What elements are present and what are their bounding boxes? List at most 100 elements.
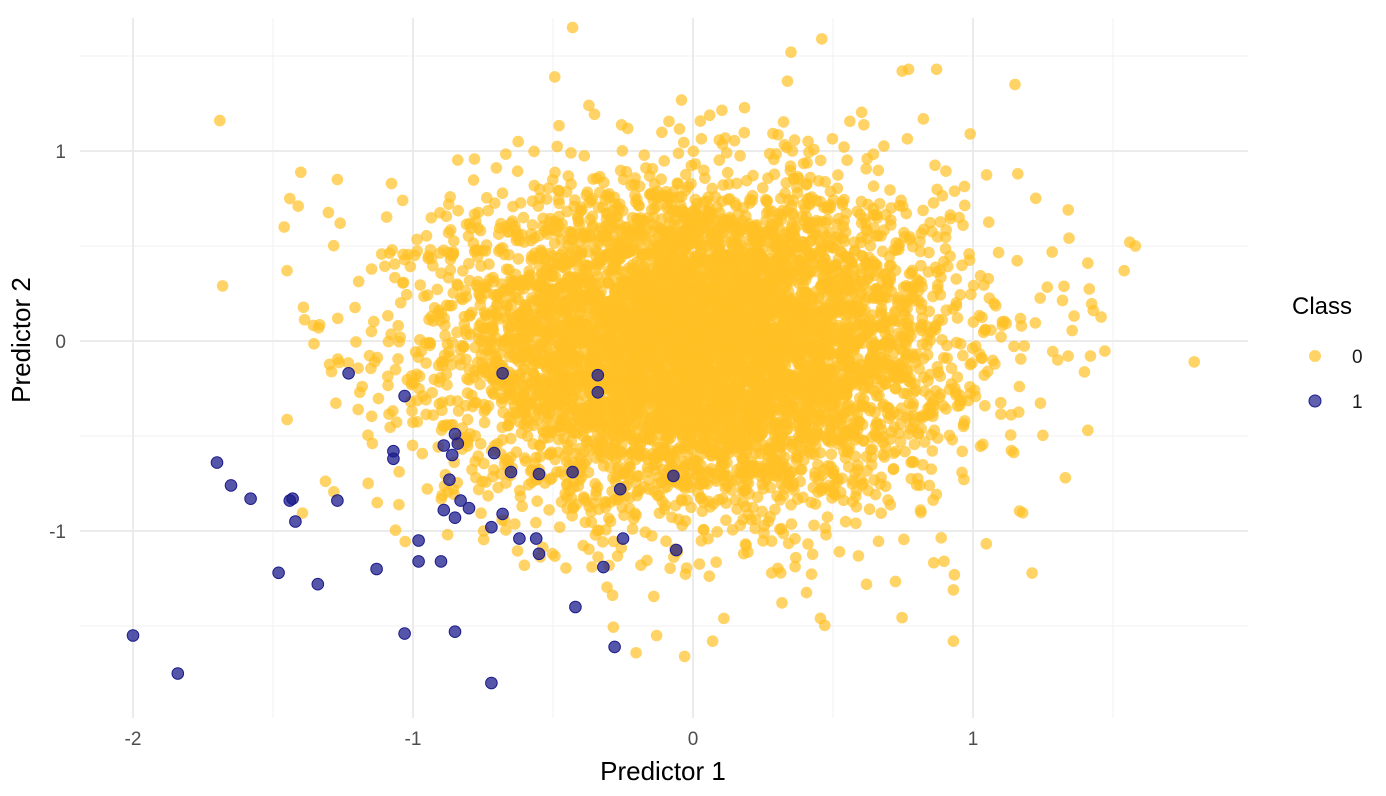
class-0-point [765, 535, 778, 547]
class-0-point [621, 122, 634, 135]
class-0-point [990, 300, 1002, 312]
class-0-point [719, 132, 731, 144]
class-0-point [366, 437, 379, 450]
class-0-point [327, 239, 340, 252]
class-0-point [297, 301, 310, 314]
class-0-point [878, 140, 890, 152]
class-0-point [938, 555, 950, 568]
class-0-point [399, 253, 411, 266]
class-0-point [392, 319, 405, 332]
class-0-point [872, 535, 885, 548]
class-0-point [992, 246, 1005, 259]
class-0-point [1046, 246, 1058, 258]
class-0-point [710, 556, 722, 568]
class-0-point [545, 315, 558, 327]
class-0-point [948, 568, 961, 581]
class-0-point [789, 560, 801, 573]
class-0-point [626, 523, 639, 535]
class-0-point [758, 527, 770, 539]
class-0-point [832, 169, 844, 181]
class-0-point [954, 289, 967, 301]
class-0-point [963, 248, 975, 260]
class-0-point [427, 409, 439, 422]
class-0-point [786, 207, 799, 220]
class-0-point [967, 279, 980, 292]
class-0-point [895, 402, 908, 414]
class-0-point [852, 550, 865, 562]
class-0-point [730, 177, 743, 190]
class-0-point [855, 106, 868, 119]
class-0-point [703, 570, 716, 582]
class-0-point [393, 498, 405, 511]
class-0-point [838, 304, 851, 316]
class-0-point [388, 258, 401, 270]
class-0-point [677, 136, 690, 149]
class-0-point [562, 170, 575, 182]
class-0-point [863, 313, 876, 326]
class-0-point [367, 315, 380, 328]
class-0-point [463, 363, 475, 376]
class-0-point [484, 348, 497, 360]
class-0-point [761, 194, 774, 207]
class-0-point [672, 147, 685, 160]
class-0-point [399, 535, 412, 548]
class-0-point [717, 179, 729, 191]
class-0-point [711, 526, 723, 538]
class-0-point [516, 500, 528, 513]
class-0-point [897, 318, 909, 331]
class-0-point [1068, 310, 1080, 322]
class-0-point [389, 524, 402, 536]
class-0-point [461, 413, 474, 426]
class-0-point [527, 367, 540, 380]
class-0-point [926, 445, 939, 457]
class-0-point [1015, 320, 1028, 332]
class-0-point [979, 399, 991, 412]
class-0-point [467, 174, 480, 186]
class-0-point [995, 331, 1007, 343]
class-0-point [833, 545, 846, 558]
class-0-point [899, 445, 911, 458]
class-0-point [385, 177, 398, 190]
class-0-point [1095, 311, 1107, 323]
class-0-point [787, 172, 800, 185]
class-0-point [440, 210, 453, 223]
class-0-point [687, 145, 700, 158]
class-0-point [638, 149, 651, 161]
class-0-point [914, 504, 927, 516]
class-0-point [941, 339, 953, 352]
class-0-point [410, 368, 423, 381]
class-0-point [951, 371, 964, 383]
class-0-point [850, 485, 863, 497]
class-0-point [860, 578, 873, 591]
class-0-point [673, 123, 686, 135]
class-0-point [698, 164, 710, 177]
class-0-point [734, 149, 746, 162]
class-0-point [401, 373, 414, 386]
class-0-point [296, 507, 309, 519]
class-0-point [384, 421, 396, 434]
class-0-point [808, 143, 820, 156]
class-0-point [906, 400, 919, 413]
class-0-point [1008, 340, 1020, 353]
class-0-point [372, 392, 385, 405]
class-0-point [331, 312, 344, 325]
class-0-point [589, 529, 602, 541]
class-0-point [680, 168, 692, 181]
class-0-point [695, 534, 708, 547]
class-0-point [570, 498, 583, 511]
class-0-point [894, 436, 907, 448]
class-0-point [439, 329, 451, 342]
class-0-point [778, 139, 791, 151]
class-0-point [1051, 354, 1064, 366]
class-0-point [640, 162, 652, 174]
class-0-point [451, 154, 464, 166]
class-0-point [945, 362, 958, 375]
class-0-point [478, 416, 491, 429]
class-0-point [445, 358, 458, 371]
class-0-point [932, 279, 944, 291]
class-0-point [826, 132, 839, 145]
class-0-point [379, 260, 391, 273]
class-0-point [472, 206, 485, 219]
class-0-point [923, 246, 935, 259]
class-0-point [487, 271, 499, 284]
